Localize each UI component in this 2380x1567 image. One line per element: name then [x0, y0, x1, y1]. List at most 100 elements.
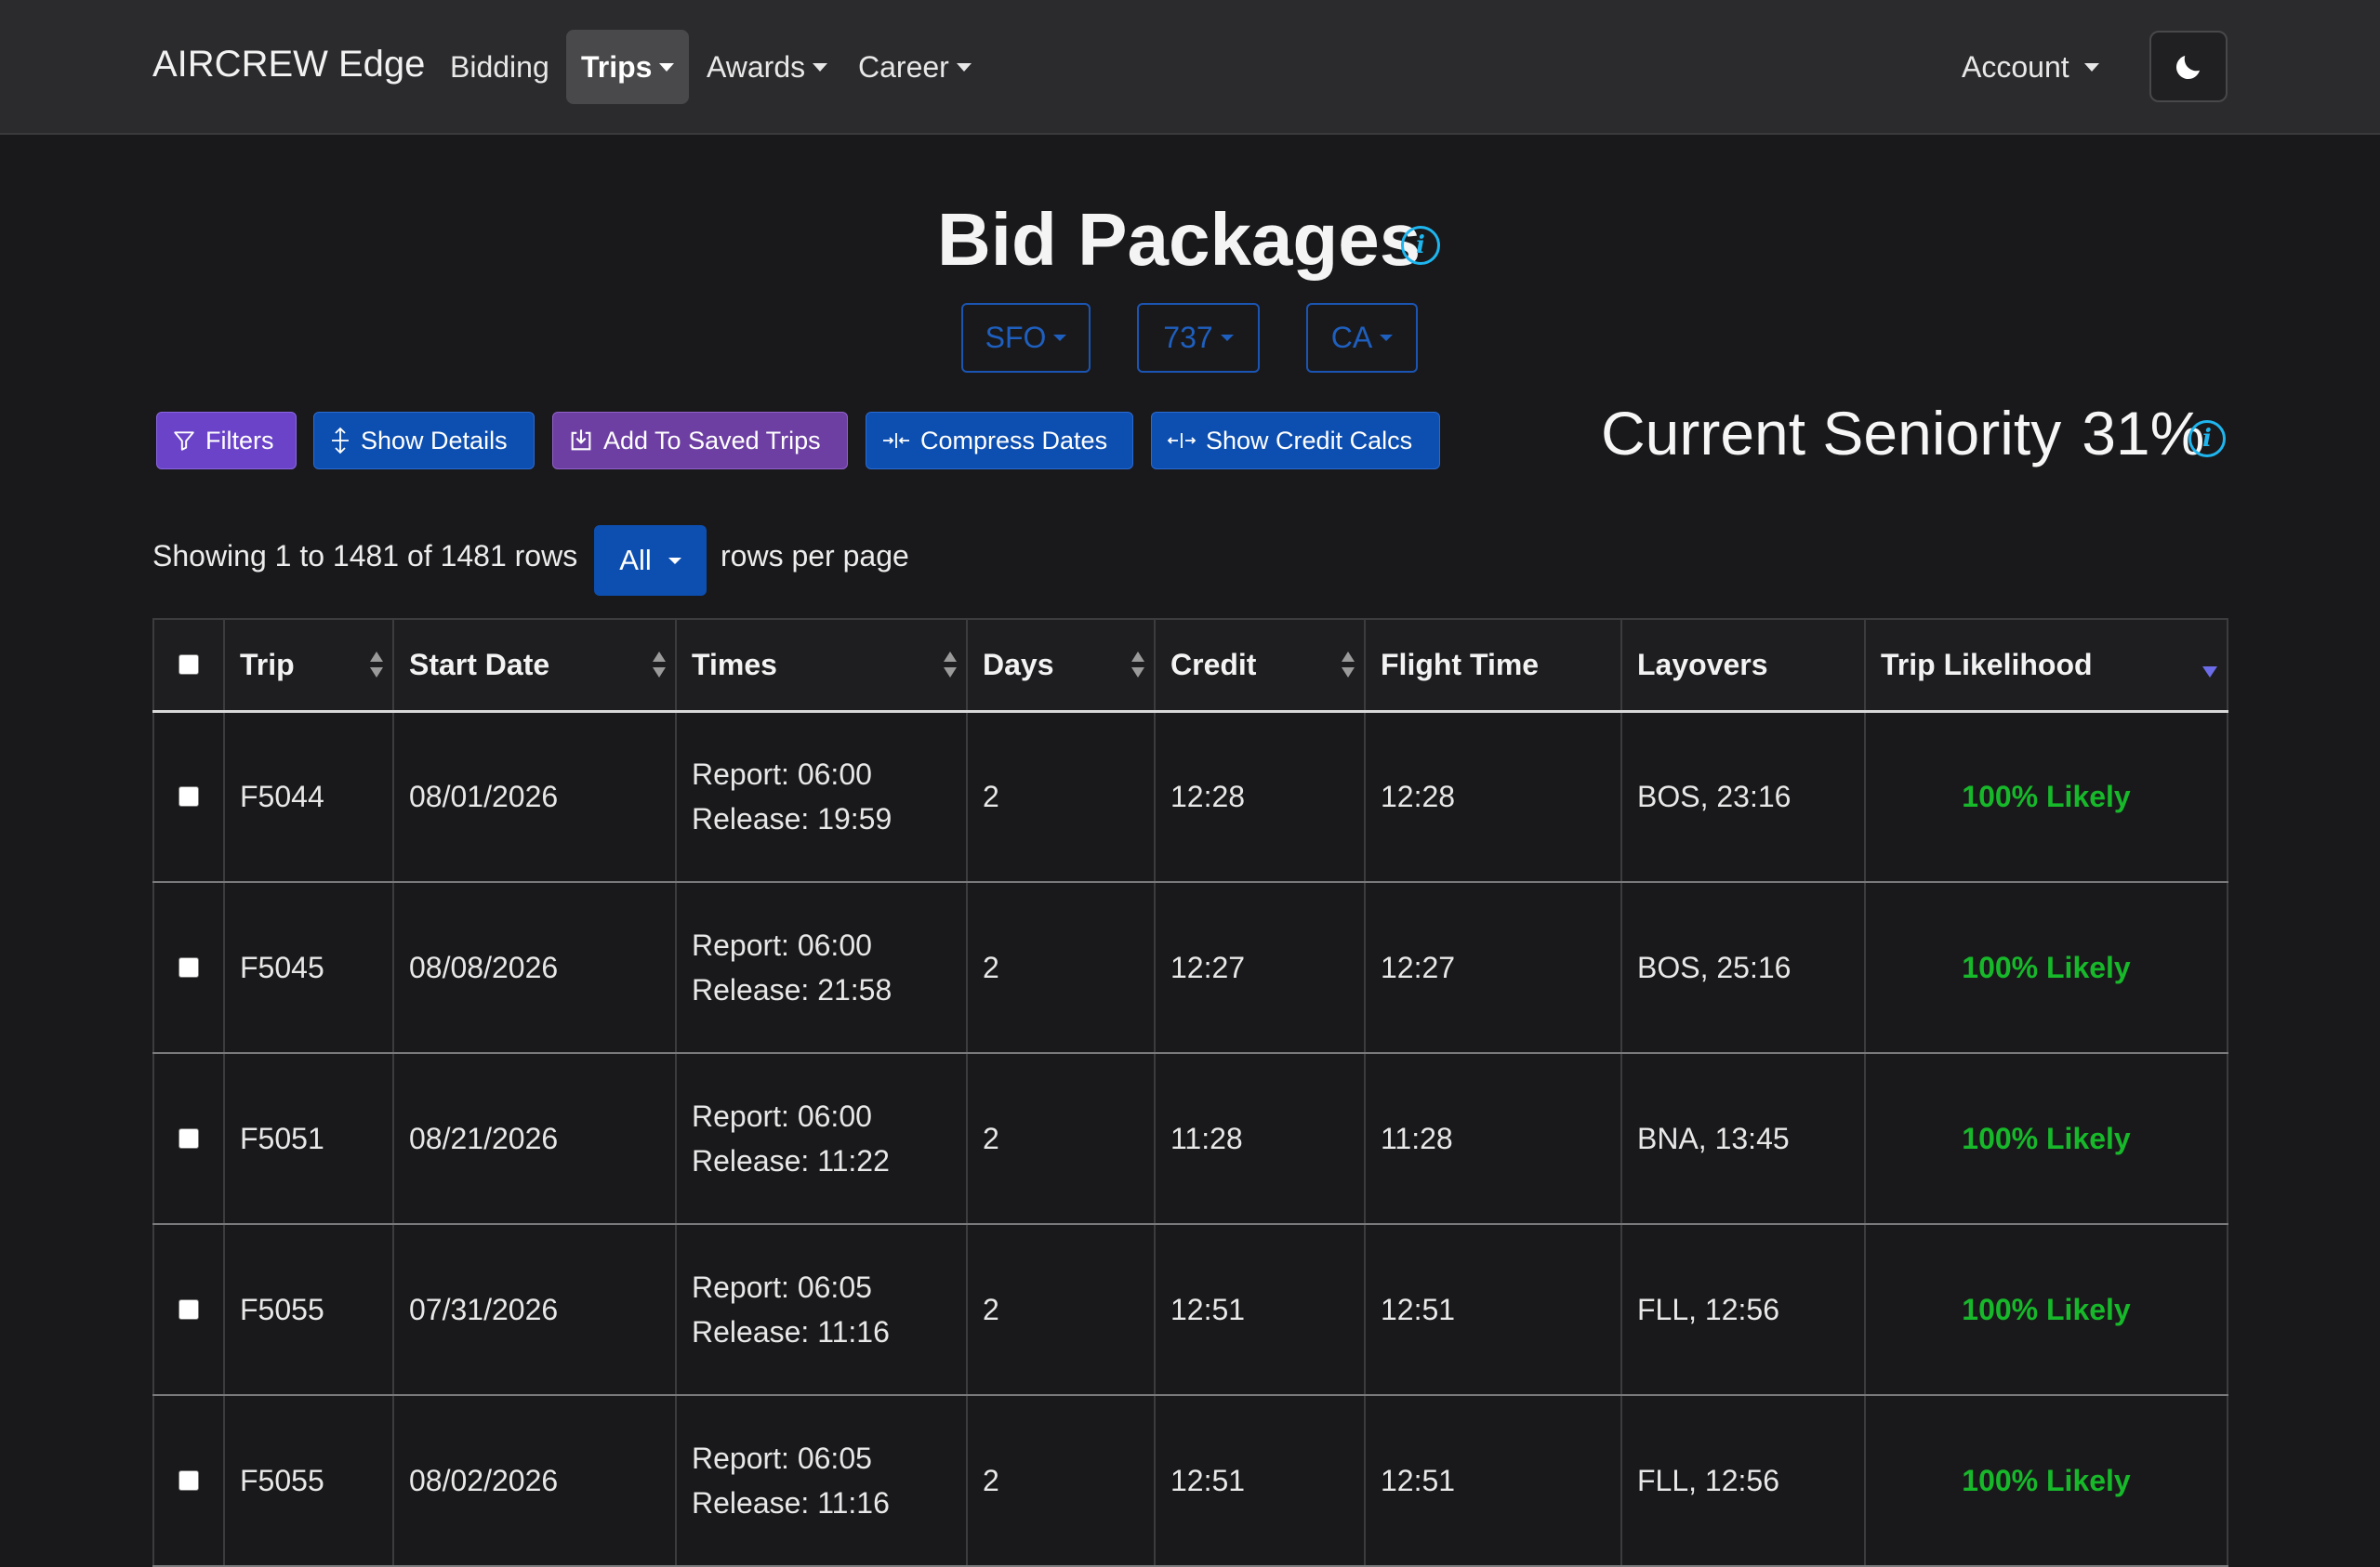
- page-title: Bid Packages: [937, 198, 1421, 281]
- row-checkbox[interactable]: [178, 1127, 199, 1149]
- brand-logo[interactable]: AIRCREW Edge: [152, 44, 426, 85]
- compress-dates-label: Compress Dates: [920, 426, 1108, 454]
- nav-career-label: Career: [858, 49, 949, 84]
- cell-flight-time: 12:51: [1364, 1394, 1622, 1567]
- cell-trip-likelihood: 100% Likely: [1864, 881, 2228, 1054]
- cell-trip: F5045: [223, 881, 394, 1054]
- chevron-down-icon: [1220, 335, 1234, 341]
- equipment-value: 737: [1163, 321, 1213, 354]
- compress-dates-button[interactable]: Compress Dates: [866, 412, 1133, 469]
- cell-days: 2: [966, 881, 1156, 1054]
- cell-credit: 12:51: [1154, 1394, 1366, 1567]
- info-icon[interactable]: i: [1401, 226, 1440, 265]
- moon-icon: [2175, 55, 2200, 79]
- top-navbar: AIRCREW Edge Bidding Trips Awards Career…: [0, 0, 2380, 135]
- cell-start-date: 08/01/2026: [392, 710, 677, 883]
- row-checkbox[interactable]: [178, 1298, 199, 1320]
- show-details-label: Show Details: [361, 426, 508, 454]
- col-days-label: Days: [983, 647, 1054, 681]
- seat-dropdown[interactable]: CA: [1306, 303, 1418, 373]
- col-trip-likelihood[interactable]: Trip Likelihood: [1864, 618, 2228, 713]
- chevron-down-icon: [813, 62, 828, 72]
- cell-start-date: 08/02/2026: [392, 1394, 677, 1567]
- cell-times: Report: 06:05 Release: 11:16: [675, 1223, 968, 1396]
- filters-label: Filters: [205, 426, 274, 454]
- chevron-down-icon: [1053, 335, 1067, 341]
- info-icon[interactable]: i: [2188, 420, 2226, 457]
- table-row[interactable]: F5044 08/01/2026 Report: 06:00 Release: 1…: [152, 710, 2228, 883]
- base-dropdown[interactable]: SFO: [961, 303, 1091, 373]
- col-trip[interactable]: Trip: [223, 618, 394, 713]
- table-row[interactable]: F5051 08/21/2026 Report: 06:00 Release: 1…: [152, 1052, 2228, 1225]
- chevron-down-icon: [659, 62, 675, 72]
- col-start-date[interactable]: Start Date: [392, 618, 677, 713]
- sort-desc-icon: [2202, 666, 2217, 678]
- cell-layovers: BOS, 25:16: [1620, 881, 1866, 1054]
- rows-per-page-value: All: [619, 544, 652, 576]
- chevron-down-icon: [1380, 335, 1394, 341]
- release-time: Release: 11:22: [692, 1144, 890, 1178]
- nav-trips-dropdown[interactable]: Trips: [566, 30, 690, 104]
- seniority-label: Current Seniority: [1601, 399, 2062, 467]
- cell-credit: 12:51: [1154, 1223, 1366, 1396]
- cell-days: 2: [966, 710, 1156, 883]
- select-all-checkbox[interactable]: [178, 653, 199, 675]
- nav-career-dropdown[interactable]: Career: [843, 30, 986, 104]
- cell-trip-likelihood: 100% Likely: [1864, 1394, 2228, 1567]
- cell-start-date: 08/21/2026: [392, 1052, 677, 1225]
- row-checkbox[interactable]: [178, 956, 199, 978]
- cell-credit: 12:28: [1154, 710, 1366, 883]
- col-flight-time-label: Flight Time: [1381, 647, 1540, 681]
- table-row[interactable]: F5055 07/31/2026 Report: 06:05 Release: 1…: [152, 1223, 2228, 1396]
- col-trip-likelihood-label: Trip Likelihood: [1881, 647, 2093, 681]
- rows-per-page-label: rows per page: [721, 539, 909, 573]
- row-checkbox[interactable]: [178, 1469, 199, 1491]
- cell-trip-likelihood: 100% Likely: [1864, 1223, 2228, 1396]
- base-value: SFO: [985, 321, 1047, 354]
- cell-start-date: 07/31/2026: [392, 1223, 677, 1396]
- rows-per-page-dropdown[interactable]: All: [594, 525, 707, 596]
- col-credit[interactable]: Credit: [1154, 618, 1366, 713]
- col-times[interactable]: Times: [675, 618, 968, 713]
- release-time: Release: 21:58: [692, 973, 892, 1007]
- sort-icon: [1131, 651, 1144, 678]
- download-box-icon: [571, 429, 591, 451]
- report-time: Report: 06:00: [692, 1100, 872, 1133]
- col-times-label: Times: [692, 647, 777, 681]
- funnel-icon: [174, 431, 194, 451]
- cell-flight-time: 12:51: [1364, 1223, 1622, 1396]
- filters-button[interactable]: Filters: [156, 412, 297, 469]
- row-select-cell: [152, 710, 225, 883]
- sort-icon: [944, 651, 957, 678]
- chevron-down-icon: [668, 557, 681, 564]
- nav-awards-dropdown[interactable]: Awards: [692, 30, 842, 104]
- table-row[interactable]: F5055 08/02/2026 Report: 06:05 Release: 1…: [152, 1394, 2228, 1567]
- row-select-cell: [152, 1223, 225, 1396]
- table-row[interactable]: F5045 08/08/2026 Report: 06:00 Release: 2…: [152, 881, 2228, 1054]
- nav-account-label: Account: [1962, 49, 2069, 84]
- sort-icon: [1342, 651, 1355, 678]
- cell-layovers: BNA, 13:45: [1620, 1052, 1866, 1225]
- nav-account-dropdown[interactable]: Account: [1947, 30, 2114, 104]
- cell-flight-time: 12:28: [1364, 710, 1622, 883]
- col-days[interactable]: Days: [966, 618, 1156, 713]
- show-details-button[interactable]: Show Details: [313, 412, 535, 469]
- cell-layovers: BOS, 23:16: [1620, 710, 1866, 883]
- nav-trips-label: Trips: [581, 49, 653, 84]
- nav-bidding[interactable]: Bidding: [435, 30, 564, 104]
- nav-bidding-label: Bidding: [450, 49, 549, 84]
- cell-trip: F5055: [223, 1223, 394, 1396]
- chevron-down-icon: [2083, 62, 2099, 72]
- add-saved-trips-button[interactable]: Add To Saved Trips: [552, 412, 848, 469]
- equipment-dropdown[interactable]: 737: [1137, 303, 1260, 373]
- select-all-cell: [152, 618, 225, 713]
- add-saved-trips-label: Add To Saved Trips: [603, 426, 821, 454]
- theme-toggle-button[interactable]: [2149, 31, 2228, 102]
- row-select-cell: [152, 881, 225, 1054]
- show-credit-calcs-label: Show Credit Calcs: [1206, 426, 1413, 454]
- compress-horizontal-icon: [883, 433, 909, 448]
- show-credit-calcs-button[interactable]: Show Credit Calcs: [1151, 412, 1440, 469]
- rows-showing-text: Showing 1 to 1481 of 1481 rows: [152, 539, 578, 573]
- row-checkbox[interactable]: [178, 785, 199, 807]
- table-header-row: Trip Start Date Times Days Credit Flight…: [152, 618, 2228, 713]
